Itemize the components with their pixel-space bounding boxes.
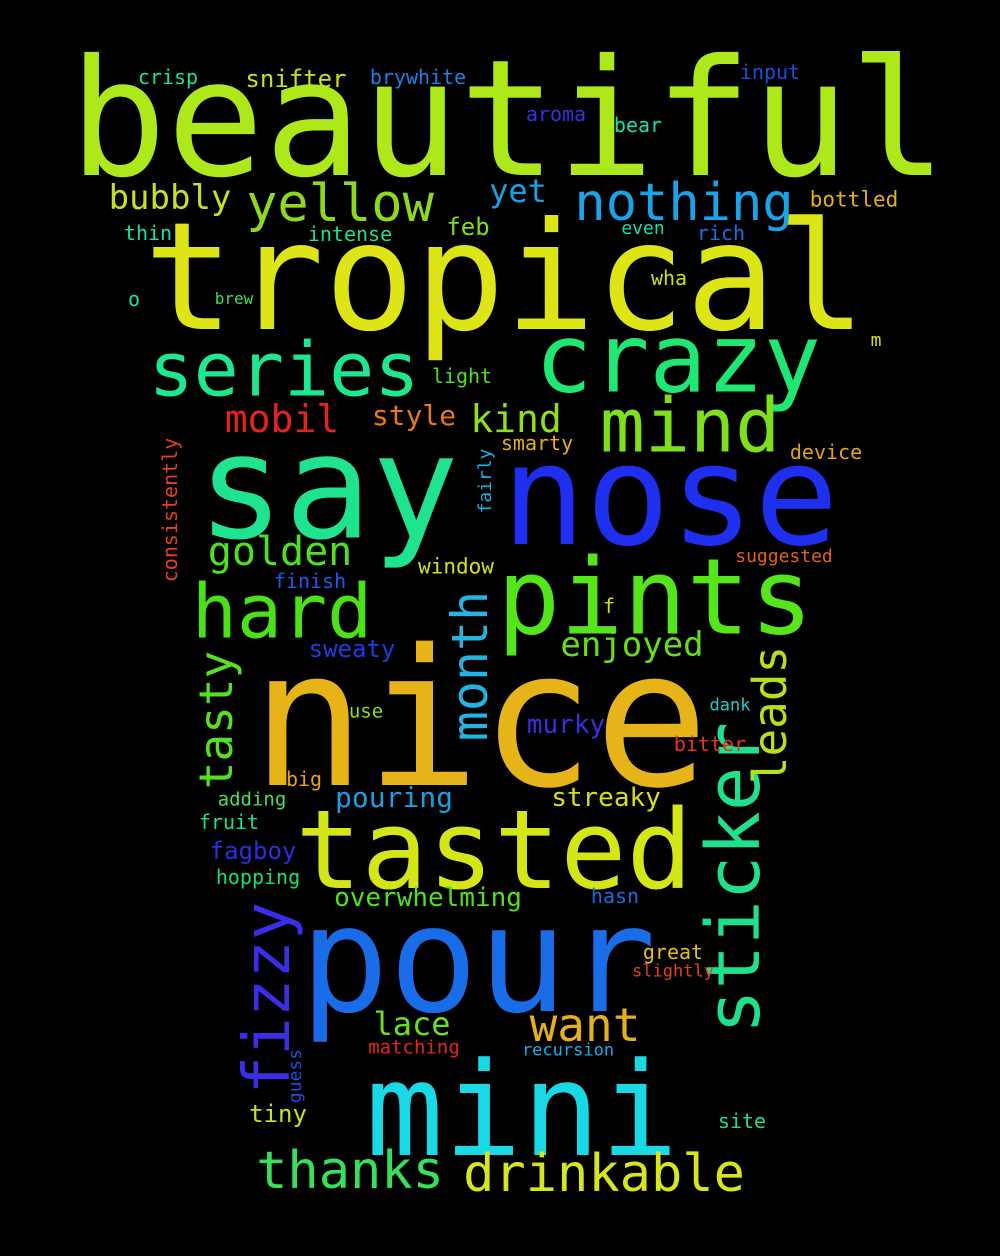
word-matching: matching [368,1036,460,1059]
word-hasn: hasn [590,884,640,908]
word-feb: feb [446,213,490,241]
word-m: m [870,330,882,351]
word-beautiful: beautiful [69,26,947,214]
word-bitter: bitter [673,732,747,756]
word-guess: guess [285,1048,306,1104]
word-nose: nose [501,415,839,578]
word-pints: pints [496,536,814,659]
word-input: input [739,60,801,84]
word-big: big [285,767,323,791]
word-streaky: streaky [551,783,661,813]
word-yet: yet [489,172,547,210]
word-hopping: hopping [215,865,301,889]
word-suggested: suggested [735,546,833,567]
word-window: window [418,554,494,579]
word-use: use [348,700,384,723]
word-wha: wha [650,266,688,290]
word-thin: thin [123,221,173,245]
word-adding: adding [217,788,287,811]
word-tiny: tiny [249,1100,307,1128]
word-intense: intense [307,222,393,246]
word-overwhelming: overwhelming [334,883,522,913]
word-sweaty: sweaty [308,635,396,663]
word-bottled: bottled [809,187,899,212]
word-series: series [148,325,420,414]
word-crazy: crazy [535,304,821,415]
word-brywhite: brywhite [369,65,467,89]
word-bear: bear [613,113,663,137]
word-even: even [621,218,665,239]
word-snifter: snifter [245,65,347,93]
word-o: o [127,287,141,311]
word-f: f [602,594,616,618]
word-mobil: mobil [224,397,340,441]
word-bubbly: bubbly [108,178,232,218]
word-pouring: pouring [334,781,454,814]
word-golden: golden [207,529,353,575]
word-smarty: smarty [500,431,574,455]
word-site: site [717,1109,767,1133]
word-nice: nice [251,609,709,830]
word-mind: mind [599,381,781,470]
word-thanks: thanks [256,1141,444,1201]
word-light: light [431,364,493,388]
word-yellow: yellow [246,174,434,234]
word-pour: pour [299,874,657,1046]
word-want: want [529,998,641,1052]
word-tasty: tasty [189,650,243,790]
word-fagboy: fagboy [209,837,297,865]
word-great: great [642,940,704,964]
word-lace: lace [373,1005,451,1043]
word-rich: rich [696,221,746,245]
word-leads: leads [743,645,797,785]
word-month: month [441,590,499,742]
word-fruit: fruit [198,810,260,834]
word-kind: kind [470,397,562,441]
word-recursion: recursion [521,1040,615,1061]
word-brew: brew [214,289,254,308]
word-murky: murky [526,710,606,740]
word-consistently: consistently [158,437,182,583]
word-drinkable: drinkable [463,1144,745,1204]
word-nothing: nothing [574,173,794,233]
word-hard: hard [191,567,373,656]
word-mini: mini [365,1034,679,1186]
word-finish: finish [273,569,347,593]
word-crisp: crisp [137,65,199,89]
word-style: style [371,399,457,432]
word-fairly: fairly [475,448,496,514]
word-aroma: aroma [525,102,587,126]
word-device: device [789,440,863,464]
word-dank: dank [709,695,751,716]
word-tasted: tasted [295,786,693,914]
word-say: say [197,403,459,573]
word-slightly: slightly [632,961,714,982]
word-tropical: tropical [143,191,867,365]
word-enjoyed: enjoyed [560,625,704,665]
